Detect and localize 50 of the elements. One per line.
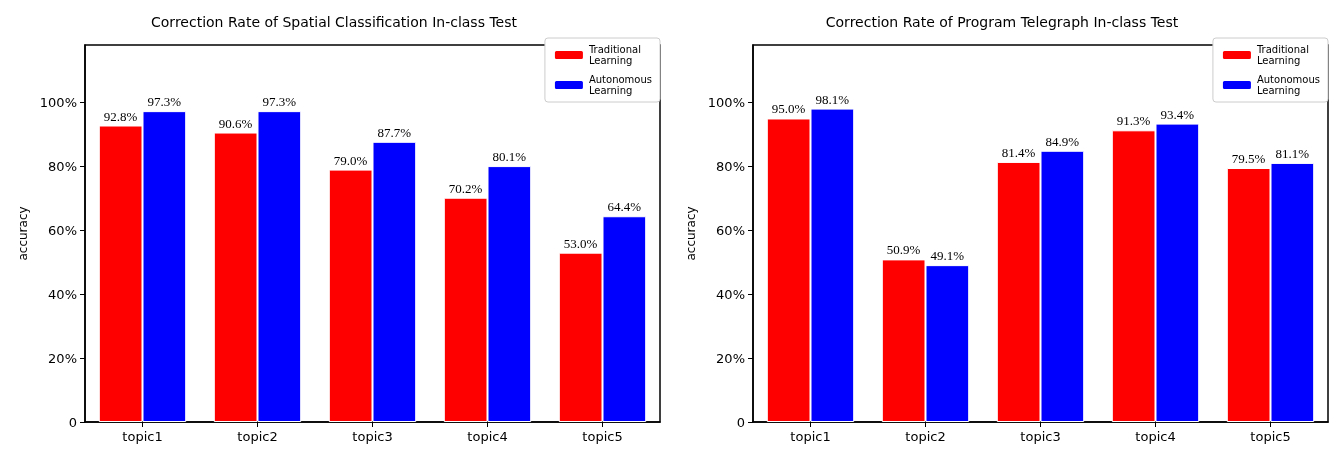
x-tick-label: topic5	[582, 429, 623, 444]
data-label: 79.0%	[333, 152, 368, 168]
x-tick-label: topic2	[237, 429, 278, 444]
data-label: 53.0%	[563, 235, 598, 251]
y-tick-label: 20%	[48, 350, 77, 366]
y-axis-title: accuracy	[15, 206, 30, 261]
y-tick-label: 20%	[716, 350, 745, 366]
data-label: 84.9%	[1045, 133, 1080, 149]
x-tick-label: topic5	[1250, 429, 1291, 444]
x-tick-label: topic1	[122, 429, 163, 444]
y-tick-label: 40%	[48, 286, 77, 302]
data-label: 50.9%	[886, 242, 921, 258]
x-tick-label: topic1	[790, 429, 831, 444]
y-tick-label: 0	[736, 414, 745, 430]
data-label: 97.3%	[147, 94, 182, 110]
legend-label: Traditional Learning	[1255, 44, 1309, 66]
x-tick-label: topic4	[467, 429, 508, 444]
y-tick-label: 40%	[716, 286, 745, 302]
x-tick-label: topic3	[352, 429, 393, 444]
data-label: 93.4%	[1160, 106, 1195, 122]
legend-label: Autonomous Learning	[1256, 74, 1321, 96]
data-label: 95.0%	[771, 101, 806, 117]
x-tick-label: topic4	[1135, 429, 1176, 444]
y-axis-title: accuracy	[683, 206, 698, 261]
data-label: 81.1%	[1275, 145, 1310, 161]
data-label: 70.2%	[448, 180, 483, 196]
legend-label: Traditional Learning	[587, 44, 641, 66]
y-tick-label: 80%	[48, 158, 77, 174]
data-label: 64.4%	[607, 199, 642, 215]
x-tick-label: topic2	[905, 429, 946, 444]
x-tick-label: topic3	[1020, 429, 1061, 444]
y-tick-label: 80%	[716, 158, 745, 174]
y-tick-label: 0	[68, 414, 77, 430]
data-label: 81.4%	[1001, 144, 1036, 160]
chart-title: Correction Rate of Spatial Classification In-class Test	[151, 14, 518, 30]
data-label: 97.3%	[262, 94, 297, 110]
legend-label: Autonomous Learning	[588, 74, 653, 96]
data-label: 80.1%	[492, 149, 527, 165]
y-tick-label: 60%	[716, 222, 745, 238]
data-label: 49.1%	[930, 248, 965, 264]
data-label: 91.3%	[1116, 113, 1151, 129]
data-label: 87.7%	[377, 124, 412, 140]
data-label: 98.1%	[815, 91, 850, 107]
data-label: 79.5%	[1231, 151, 1266, 166]
y-tick-label: 100%	[39, 95, 77, 111]
chart-title: Correction Rate of Program Telegraph In-class Test	[825, 14, 1179, 30]
data-label: 92.8%	[103, 108, 138, 124]
y-tick-label: 60%	[48, 222, 77, 238]
y-tick-label: 100%	[707, 95, 745, 111]
data-label: 90.6%	[218, 115, 253, 131]
